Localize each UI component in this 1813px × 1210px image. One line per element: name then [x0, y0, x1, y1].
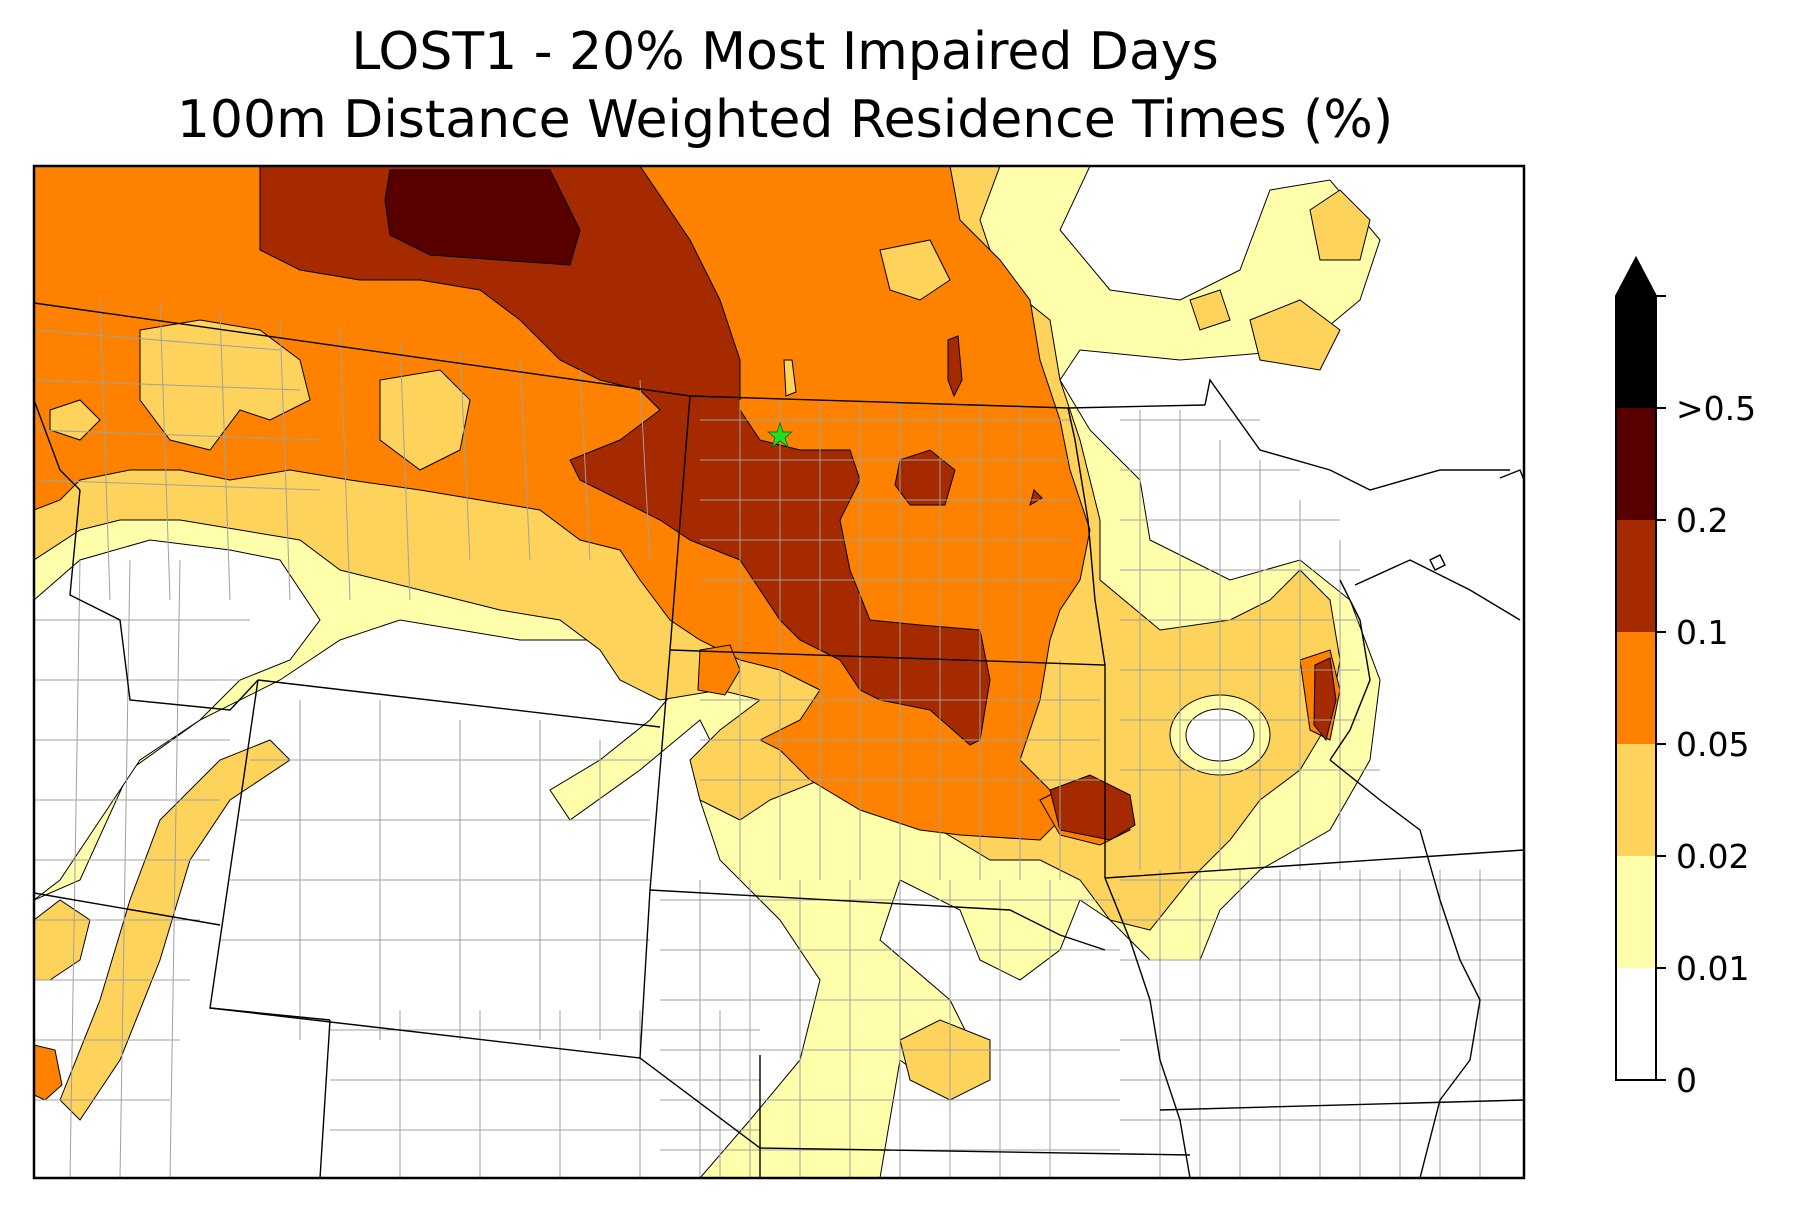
colorbar-labels: 0 0.01 0.02 0.05 0.1 0.2 >0.5 [1676, 389, 1756, 1100]
colorbar-segment-2 [1616, 744, 1656, 856]
colorbar-segment-5 [1616, 408, 1656, 520]
colorbar-tick-label: 0.1 [1676, 613, 1728, 652]
colorbar-blocks [1615, 255, 1657, 1081]
contour-0.02-0.05-islands [49, 239, 951, 471]
colorbar-segment-1 [1616, 856, 1656, 968]
colorbar-segment-0 [1616, 968, 1656, 1080]
site-star-icon [766, 421, 794, 449]
colorbar-ticks [1656, 295, 1666, 1081]
map-frame [32, 164, 1526, 1180]
colorbar-extend-arrow-icon [1616, 258, 1656, 296]
colorbar-tick-label: 0.05 [1676, 725, 1749, 764]
colorbar-tick-label: >0.5 [1676, 389, 1756, 428]
colorbar-tick-label: 0.2 [1676, 501, 1728, 540]
county-borders [34, 299, 1524, 1178]
colorbar-tick-label: 0 [1676, 1061, 1697, 1100]
contour-0.2-0.5 [384, 169, 581, 266]
state-borders [34, 302, 1524, 1178]
colorbar-outline [1615, 255, 1657, 1081]
colorbar-tick-label: 0.01 [1676, 949, 1749, 988]
chart-title-line-2: 100m Distance Weighted Residence Times (… [176, 90, 1394, 150]
contour-0.05-0.1 [34, 166, 1091, 841]
colorbar-tick-label: 0.02 [1676, 837, 1749, 876]
colorbar-segment-extend [1616, 296, 1656, 408]
chart-title-line-1: LOST1 - 20% Most Impaired Days [351, 22, 1219, 82]
colorbar-segment-4 [1616, 520, 1656, 632]
colorbar-segment-3 [1616, 632, 1656, 744]
